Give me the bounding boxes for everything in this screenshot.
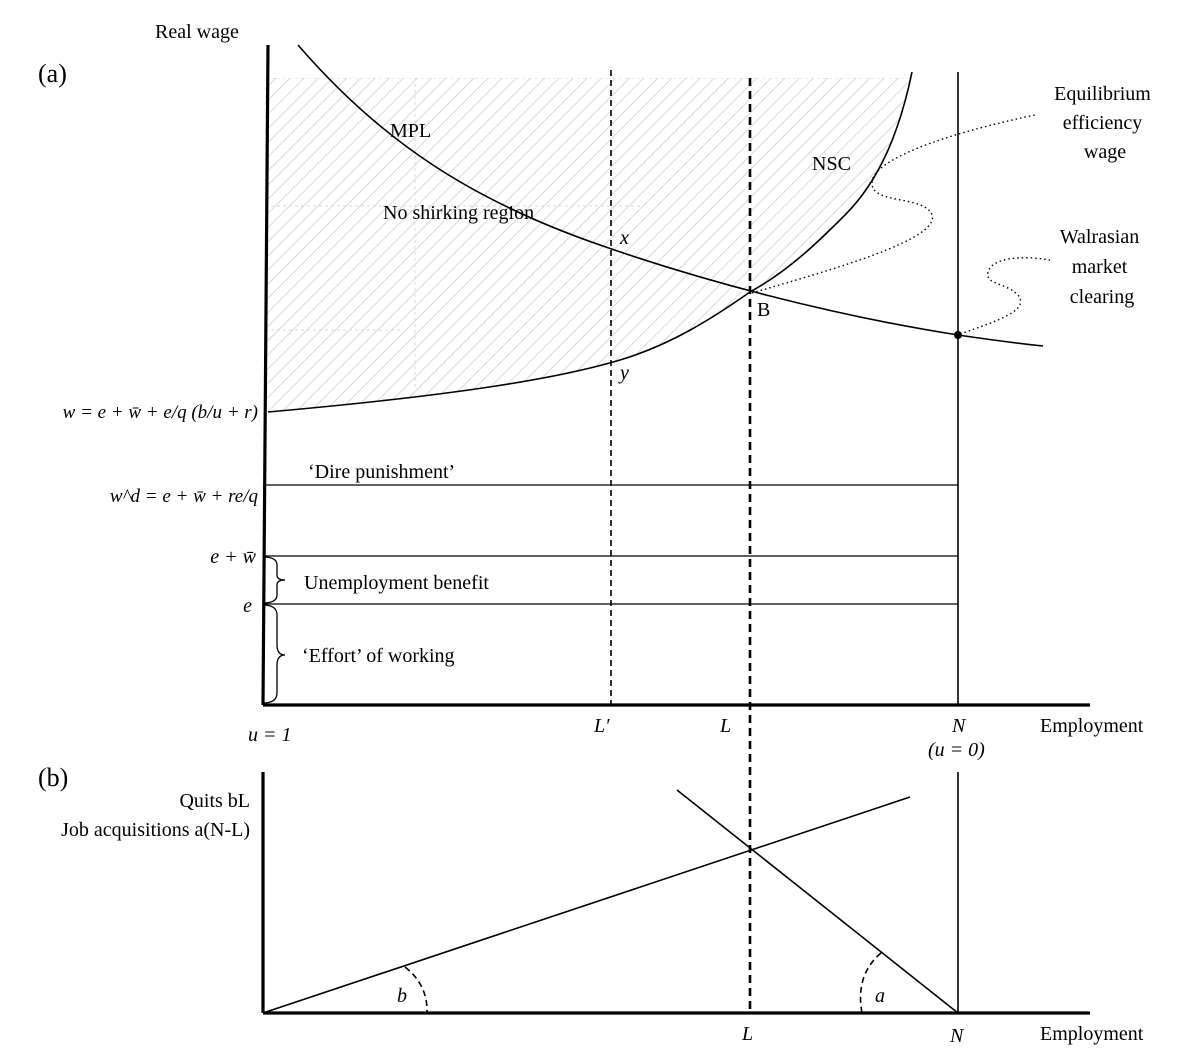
panel-a-y-axis-title: Real wage [155,21,239,43]
region-gridlines [265,78,912,390]
panel-a: (a) Real wage MPL NSC No shirking region… [38,21,1156,1013]
panel-b-label: (b) [38,763,68,792]
unemployment-benefit-brace [262,556,286,604]
point-b-label: B [757,299,770,321]
e-plus-wbar-label: e + w̄ [210,546,256,568]
panel-a-x-axis-title: Employment [1040,715,1144,737]
panel-a-y-axis [261,44,270,706]
job-acquisitions-line [676,789,959,1014]
n-label-a: N [951,715,967,737]
nsc-label: NSC [812,153,851,175]
l-label-a: L [719,715,731,737]
angle-a-label: a [875,985,885,1007]
mpl-curve [297,44,1044,347]
e-label: e [243,595,252,617]
point-y-label: y [618,362,629,384]
w-formula-label: w = e + w̄ + e/q (b/u + r) [63,402,258,423]
l-label-b: L [741,1023,753,1045]
l-prime-label: L′ [593,715,610,737]
job-acquisitions-label: Job acquisitions a(N-L) [61,819,250,841]
nsc-curve [267,71,913,413]
walrasian-market-clearing-label: Walrasian market clearing [1060,226,1144,308]
no-shirking-region-label: No shirking region [383,202,534,224]
equilibrium-efficiency-wage-label: Equilibrium efficiency wage [1054,83,1156,163]
point-x-label: x [619,227,629,249]
panel-b: (b) Quits bL Job acquisitions a(N-L) b a… [38,763,1144,1047]
effort-of-working-label: ‘Effort’ of working [302,645,455,667]
wd-formula-label: w^d = e + w̄ + re/q [110,486,259,507]
angle-b-label: b [397,985,407,1007]
n-label-b: N [949,1025,965,1047]
unemployment-benefit-label: Unemployment benefit [304,572,489,594]
angle-b-arc [404,966,428,1014]
dire-punishment-label: ‘Dire punishment’ [308,461,455,483]
effort-brace [262,604,286,704]
walrasian-point [954,331,962,339]
u-equals-1-label: u = 1 [248,724,292,746]
quits-line [262,796,911,1014]
panel-b-x-axis-title: Employment [1040,1023,1144,1045]
angle-a-arc [859,952,882,1014]
walrasian-leader [959,257,1051,335]
panel-a-label: (a) [38,59,67,88]
mpl-label: MPL [390,120,431,142]
quits-label: Quits bL [179,790,250,812]
u-equals-0-label: (u = 0) [928,739,985,761]
